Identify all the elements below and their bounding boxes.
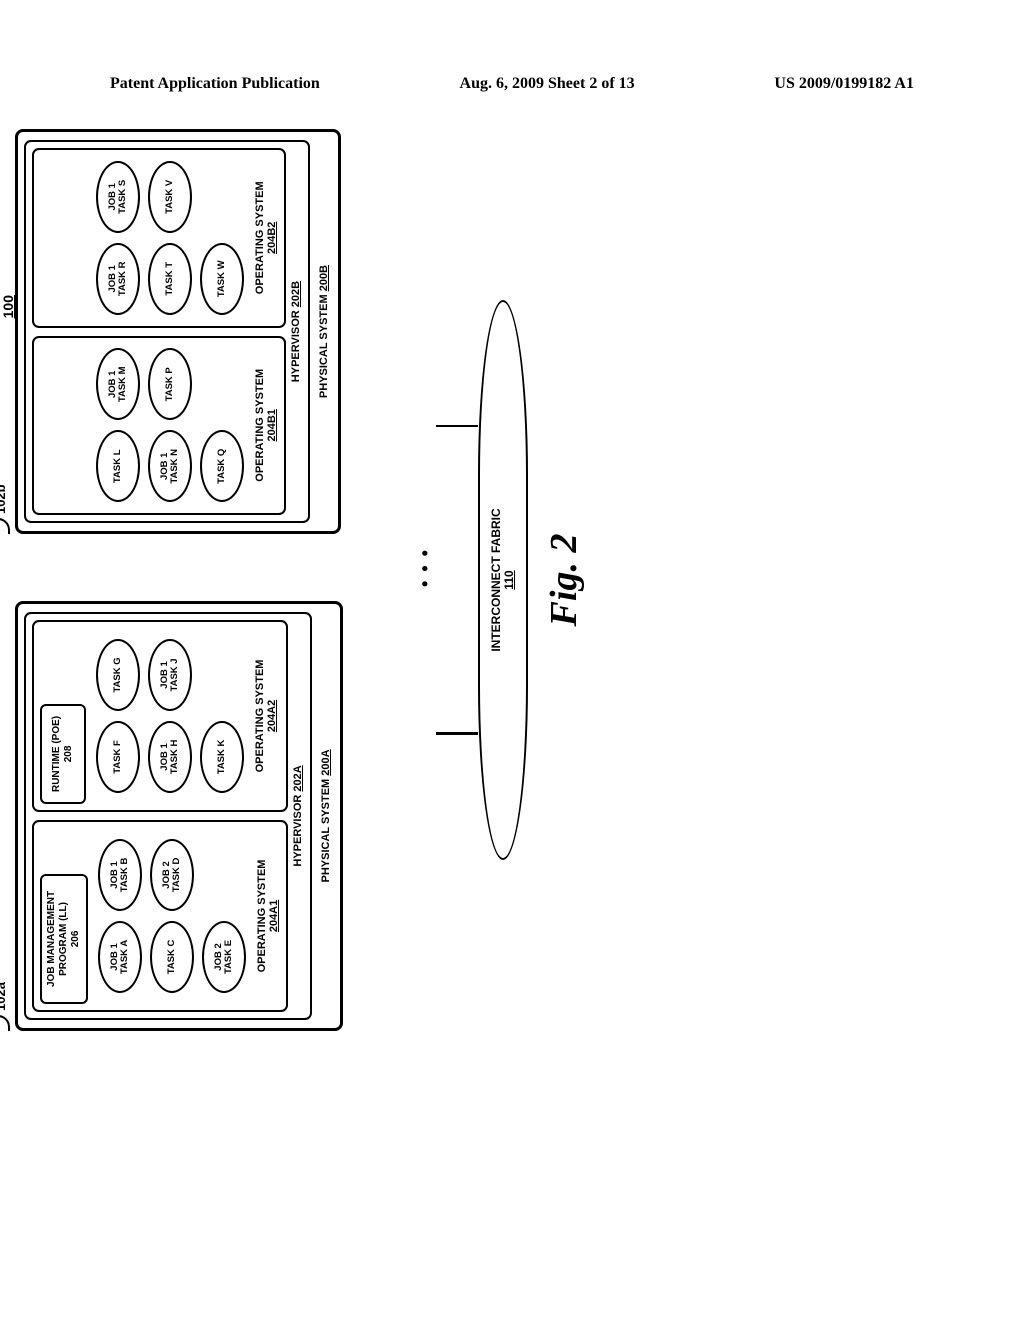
os-a2-label: OPERATING SYSTEM 204A2 [254,660,278,773]
physical-system-b: TASK L JOB 1TASK M JOB 1TASK N TASK P TA… [15,129,341,534]
os-a2: RUNTIME (POE) 208 TASK F TASK G JOB 1TAS… [32,620,288,812]
connector-right [436,425,478,428]
hv-b-label: HYPERVISOR 202B [290,148,302,515]
ref-102a: 102a [0,982,10,1031]
task-n: JOB 1TASK N [148,430,192,502]
ref-100: 100 [0,295,16,318]
runtime-box: RUNTIME (POE) 208 [40,704,86,804]
phys-a-label: PHYSICAL SYSTEM 200A [320,612,332,1020]
task-p: TASK P [148,348,192,420]
system-a-wrapper: 102a JOB MANAGEMENT PROGRAM (LL) 206 [15,601,343,1031]
task-r: JOB 1TASK R [96,243,140,315]
task-h: JOB 1TASK H [148,721,192,793]
task-b: JOB 1TASK B [98,839,142,911]
task-k: TASK K [200,721,244,793]
phys-b-label: PHYSICAL SYSTEM 200B [318,140,330,523]
ellipsis-icon: • • • [415,548,436,587]
figure-container: 100 102a JOB MANAGEMENT [15,275,875,885]
tasks-b2: JOB 1TASK R JOB 1TASK S TASK T TASK V TA… [96,161,244,315]
os-a1: JOB MANAGEMENT PROGRAM (LL) 206 JOB 1TAS… [32,820,288,1012]
os-b2: JOB 1TASK R JOB 1TASK S TASK T TASK V TA… [32,148,286,328]
task-t: TASK T [148,243,192,315]
hv-a-label: HYPERVISOR 202A [292,620,304,1012]
physical-system-a: JOB MANAGEMENT PROGRAM (LL) 206 JOB 1TAS… [15,601,343,1031]
os-a1-label: OPERATING SYSTEM 204A1 [256,860,280,973]
os-b2-label: OPERATING SYSTEM 204B2 [254,181,278,294]
task-j: JOB 1TASK J [148,639,192,711]
task-g: TASK G [96,639,140,711]
tasks-b1: TASK L JOB 1TASK M JOB 1TASK N TASK P TA… [96,348,244,502]
tasks-a2: TASK F TASK G JOB 1TASK H JOB 1TASK J TA… [96,639,244,793]
header-left: Patent Application Publication [110,75,320,93]
page-header: Patent Application Publication Aug. 6, 2… [110,75,914,93]
task-q: TASK Q [200,430,244,502]
os-b1-label: OPERATING SYSTEM 204B1 [254,369,278,482]
header-middle: Aug. 6, 2009 Sheet 2 of 13 [460,75,635,93]
job-management-box: JOB MANAGEMENT PROGRAM (LL) 206 [40,874,88,1004]
interconnect-fabric: INTERCONNECT FABRIC 110 [478,300,528,860]
hypervisor-b: TASK L JOB 1TASK M JOB 1TASK N TASK P TA… [24,140,310,523]
task-c: TASK C [150,921,194,993]
hypervisor-a: JOB MANAGEMENT PROGRAM (LL) 206 JOB 1TAS… [24,612,312,1020]
task-v: TASK V [148,161,192,233]
task-d: JOB 2TASK D [150,839,194,911]
task-s: JOB 1TASK S [96,161,140,233]
tasks-a1: JOB 1TASK A JOB 1TASK B TASK C JOB 2TASK… [98,839,246,993]
header-right: US 2009/0199182 A1 [774,75,914,93]
figure-label: Fig. 2 [542,275,586,885]
os-b1: TASK L JOB 1TASK M JOB 1TASK N TASK P TA… [32,336,286,516]
task-l: TASK L [96,430,140,502]
connector-left [436,733,478,736]
task-e: JOB 2TASK E [202,921,246,993]
task-m: JOB 1TASK M [96,348,140,420]
systems-row: 102a JOB MANAGEMENT PROGRAM (LL) 206 [15,275,436,885]
task-a: JOB 1TASK A [98,921,142,993]
system-b-wrapper: 102b TASK L JOB 1TASK M JOB 1TASK N [15,129,341,534]
ref-102b: 102b [0,484,10,534]
task-w: TASK W [200,243,244,315]
task-f: TASK F [96,721,140,793]
